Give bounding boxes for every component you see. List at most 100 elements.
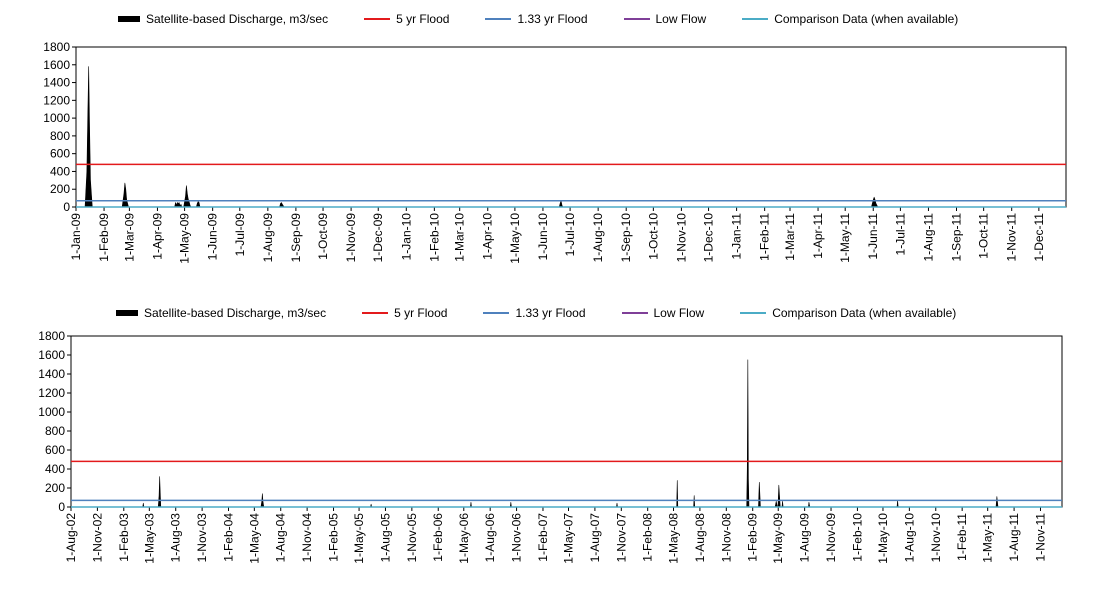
x-tick-label: 1-Feb-09 (97, 213, 111, 262)
x-tick-label: 1-Oct-09 (316, 213, 330, 260)
x-tick-label: 1-May-05 (352, 513, 366, 564)
x-tick-label: 1-Nov-04 (300, 513, 314, 563)
bottom-discharge-chart: 0 200 400 600 800 1000 1200 1400 1600 1800 1-Aug-0… (38, 329, 1063, 564)
x-tick-label: 1-Oct-11 (977, 213, 991, 259)
x-tick-label: 1-Nov-10 (929, 513, 943, 563)
legend-label-low-flow: Low Flow (655, 12, 707, 26)
x-tick-label: 1-Sep-11 (950, 213, 964, 262)
legend-swatch-low-flow (621, 312, 648, 314)
x-tick-label: 1-May-07 (562, 513, 576, 564)
x-tick-label: 1-May-06 (457, 513, 471, 564)
x-tick-label: 1-Mar-09 (122, 213, 136, 262)
y-tick-label: 1600 (38, 348, 65, 362)
x-tick-label: 1-Nov-08 (719, 513, 733, 563)
legend-item-5yr-flood: 5 yr Flood (364, 12, 449, 26)
legend-label-low-flow: Low Flow (653, 306, 705, 320)
x-tick-label: 1-Aug-02 (64, 513, 78, 563)
top-discharge-chart: 0 200 400 600 800 1000 1200 1400 1600 1800 1-Jan-0… (43, 40, 1067, 264)
discharge-area (142, 359, 999, 508)
legend-label-1-33yr-flood: 1.33 yr Flood (515, 306, 586, 320)
x-tick-label: 1-May-03 (142, 513, 156, 564)
x-tick-label: 1-Sep-09 (289, 213, 303, 263)
legend-swatch-low-flow (623, 18, 650, 20)
y-tick-label: 200 (45, 481, 65, 495)
y-tick-label: 1200 (43, 93, 70, 107)
legend-item-discharge: Satellite-based Discharge, m3/sec (118, 12, 328, 26)
x-tick-label: 1-Aug-11 (921, 213, 935, 262)
x-tick-label: 1-Feb-06 (431, 513, 445, 562)
x-tick-label: 1-Nov-02 (90, 513, 104, 563)
x-tick-label: 1-Feb-11 (758, 213, 772, 261)
y-tick-label: 0 (63, 200, 70, 214)
x-tick-label: 1-Nov-09 (344, 213, 358, 263)
y-tick-label: 1000 (38, 405, 65, 419)
x-tick-label: 1-Feb-04 (222, 513, 236, 562)
x-tick-label: 1-Aug-05 (378, 513, 392, 563)
legend-item-low-flow: Low Flow (621, 306, 705, 320)
x-tick-label: 1-Feb-08 (641, 513, 655, 562)
y-tick-label: 0 (58, 500, 65, 514)
x-tick-label: 1-Feb-10 (850, 513, 864, 562)
x-tick-label: 1-Dec-11 (1032, 213, 1046, 262)
y-tick-label: 1200 (38, 386, 65, 400)
y-tick-label: 800 (45, 424, 65, 438)
x-tick-label: 1-Jun-09 (206, 213, 220, 261)
x-tick-label: 1-Apr-11 (811, 213, 825, 259)
legend-label-comparison: Comparison Data (when available) (772, 306, 957, 320)
legend-swatch-1-33yr-flood (483, 312, 510, 314)
legend-label-5yr-flood: 5 yr Flood (394, 306, 448, 320)
y-tick-label: 1000 (43, 111, 70, 125)
legend-label-discharge: Satellite-based Discharge, m3/sec (144, 306, 327, 320)
x-tick-label: 1-Jun-11 (866, 213, 880, 260)
legend-item-comparison: Comparison Data (when available) (742, 12, 958, 26)
legend-swatch-comparison (742, 18, 769, 20)
y-tick-label: 200 (50, 182, 70, 196)
x-tick-label: 1-Jul-10 (563, 213, 577, 257)
x-tick-label: 1-Aug-07 (588, 513, 602, 563)
legend-swatch-discharge (118, 16, 140, 22)
x-tick-label: 1-Nov-11 (1005, 213, 1019, 262)
x-tick-label: 1-Jan-11 (730, 213, 744, 260)
x-tick-label: 1-May-10 (876, 513, 890, 564)
x-tick-label: 1-Jan-09 (69, 213, 83, 261)
top-chart-legend: Satellite-based Discharge, m3/sec 5 yr F… (118, 12, 958, 26)
y-tick-label: 400 (45, 462, 65, 476)
x-tick-label: 1-Feb-05 (327, 513, 341, 562)
x-tick-label: 1-Dec-09 (371, 213, 385, 263)
x-tick-label: 1-May-10 (508, 213, 522, 264)
x-tick-label: 1-Apr-09 (150, 213, 164, 260)
bottom-chart-legend: Satellite-based Discharge, m3/sec 5 yr F… (116, 306, 956, 320)
x-tick-label: 1-Feb-03 (117, 513, 131, 562)
legend-label-1-33yr-flood: 1.33 yr Flood (517, 12, 588, 26)
y-tick-label: 1400 (43, 76, 70, 90)
x-tick-label: 1-Aug-11 (1007, 513, 1021, 562)
legend-swatch-5yr-flood (364, 18, 391, 20)
plot-area (70, 335, 1063, 508)
x-tick-label: 1-May-09 (178, 213, 192, 264)
x-tick-label: 1-May-04 (247, 513, 261, 564)
y-tick-label: 600 (45, 443, 65, 457)
legend-label-5yr-flood: 5 yr Flood (396, 12, 450, 26)
x-tick-label: 1-Jun-10 (536, 213, 550, 261)
x-tick-label: 1-Nov-06 (510, 513, 524, 563)
x-tick-label: 1-Mar-10 (453, 213, 467, 262)
y-tick-label: 1400 (38, 367, 65, 381)
x-tick-label: 1-Aug-09 (261, 213, 275, 263)
legend-item-1-33yr-flood: 1.33 yr Flood (485, 12, 588, 26)
x-tick-label: 1-Aug-08 (693, 513, 707, 563)
x-tick-label: 1-Apr-10 (481, 213, 495, 260)
x-tick-label: 1-Nov-07 (614, 513, 628, 563)
legend-item-1-33yr-flood: 1.33 yr Flood (483, 306, 586, 320)
x-tick-label: 1-Nov-05 (405, 513, 419, 563)
x-tick-label: 1-Oct-10 (646, 213, 660, 260)
x-tick-label: 1-Jul-09 (233, 213, 247, 257)
y-tick-label: 1600 (43, 58, 70, 72)
legend-swatch-5yr-flood (362, 312, 389, 314)
legend-label-comparison: Comparison Data (when available) (774, 12, 959, 26)
x-tick-label: 1-Nov-03 (195, 513, 209, 563)
x-tick-label: 1-Feb-07 (536, 513, 550, 562)
x-tick-label: 1-Aug-04 (274, 513, 288, 563)
y-tick-label: 600 (50, 147, 70, 161)
y-tick-label: 400 (50, 164, 70, 178)
x-tick-label: 1-Jul-11 (893, 213, 907, 256)
